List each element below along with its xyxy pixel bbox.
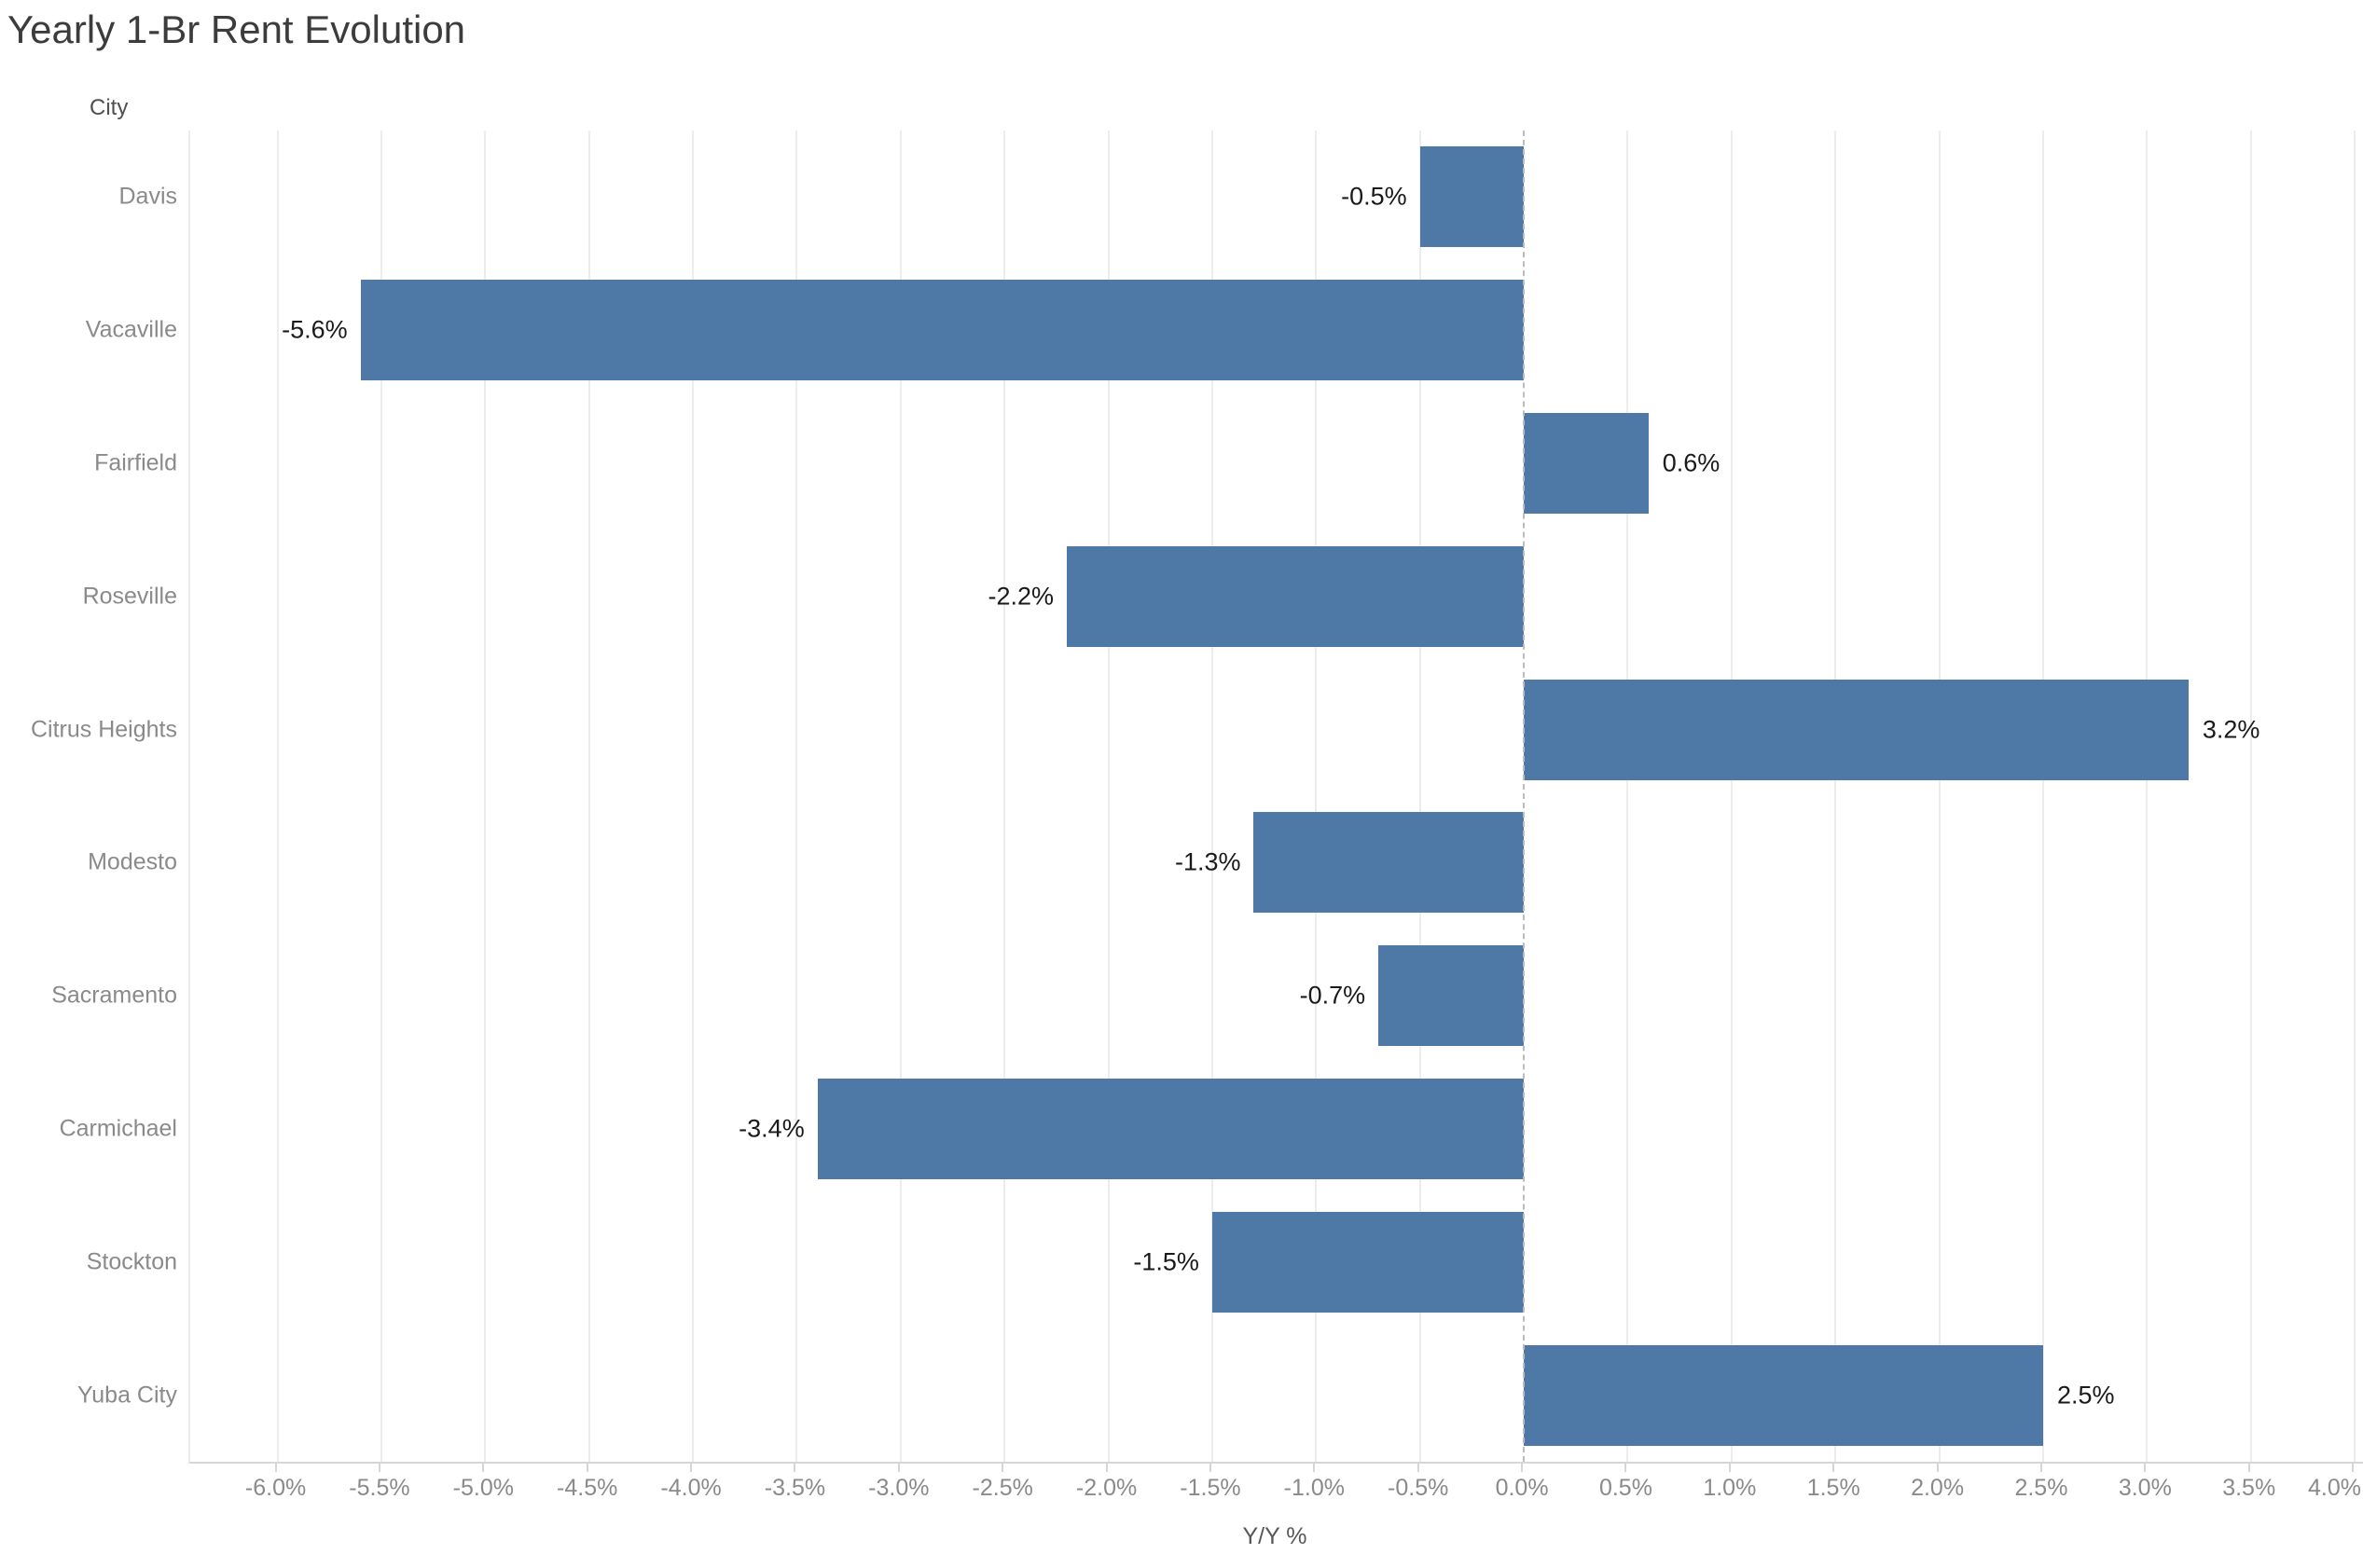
gridline xyxy=(1210,131,1213,1462)
gridline xyxy=(1418,131,1421,1462)
bar[interactable] xyxy=(1211,1211,1525,1313)
x-axis-tick-label: 0.0% xyxy=(1495,1475,1549,1501)
x-axis-tick xyxy=(1002,1464,1004,1472)
row-label: Roseville xyxy=(82,583,177,610)
x-axis-tick xyxy=(586,1464,588,1472)
gridline xyxy=(899,131,902,1462)
x-axis-tick xyxy=(1521,1464,1524,1472)
x-axis-tick-label: 2.5% xyxy=(2014,1475,2068,1501)
x-axis-tick-label: -1.0% xyxy=(1283,1475,1345,1501)
x-axis-tick-label: -2.5% xyxy=(972,1475,1033,1501)
x-axis-tick-label: -4.5% xyxy=(557,1475,618,1501)
x-axis-tick xyxy=(897,1464,900,1472)
x-axis-tick xyxy=(274,1464,277,1472)
bar[interactable] xyxy=(1524,679,2189,780)
gridline xyxy=(1315,131,1318,1462)
x-axis-tick-label: -3.5% xyxy=(764,1475,826,1501)
gridline xyxy=(1626,131,1629,1462)
gridline xyxy=(1107,131,1110,1462)
x-axis-tick xyxy=(2352,1464,2355,1472)
x-axis-tick-label: 4.0% xyxy=(2308,1475,2361,1501)
x-axis-tick-label: 0.5% xyxy=(1598,1475,1652,1501)
bar[interactable] xyxy=(1524,1344,2043,1446)
x-axis-tick xyxy=(1624,1464,1627,1472)
gridline xyxy=(1834,131,1837,1462)
bar[interactable] xyxy=(1253,812,1525,914)
x-axis-tick xyxy=(2039,1464,2042,1472)
gridline xyxy=(484,131,487,1462)
plot-area: -0.5% -5.6% 0.6% -2.2% 3.2% -1.3% -0.7% -3.4% -1… xyxy=(188,131,2363,1464)
bar-value-label: -1.5% xyxy=(1133,1247,1199,1276)
row-label: Citrus Heights xyxy=(31,716,177,743)
bar-value-label: -2.2% xyxy=(988,582,1055,611)
gridline xyxy=(2354,131,2356,1462)
bar-value-label: -5.6% xyxy=(282,315,348,344)
bar-value-label: 0.6% xyxy=(1662,448,1720,477)
x-axis-tick-label: 1.5% xyxy=(1806,1475,1860,1501)
x-axis-tick xyxy=(378,1464,380,1472)
x-axis-tick-label: -2.0% xyxy=(1075,1475,1138,1501)
x-axis-tick xyxy=(794,1464,796,1472)
x-axis-tick xyxy=(482,1464,485,1472)
bar-value-label: 3.2% xyxy=(2202,715,2260,744)
bar[interactable] xyxy=(360,280,1525,381)
row-label: Fairfield xyxy=(94,449,177,476)
x-axis-tick-label: 1.0% xyxy=(1703,1475,1757,1501)
row-label: Yuba City xyxy=(76,1382,177,1409)
bar-value-label: -0.7% xyxy=(1299,981,1366,1010)
x-axis-tick xyxy=(2247,1464,2250,1472)
bar-value-label: -0.5% xyxy=(1341,182,1407,211)
x-axis-tick xyxy=(2144,1464,2147,1472)
gridline xyxy=(795,131,798,1462)
x-axis-title: Y/Y % xyxy=(1242,1523,1307,1549)
chart-title: Yearly 1-Br Rent Evolution xyxy=(7,7,466,51)
x-axis-tick-label: 3.5% xyxy=(2222,1475,2276,1501)
x-axis-tick-label: -3.0% xyxy=(868,1475,930,1501)
row-label: Sacramento xyxy=(51,982,177,1009)
row-label: Carmichael xyxy=(59,1115,177,1142)
bar[interactable] xyxy=(817,1079,1525,1179)
x-axis-tick-label: 2.0% xyxy=(1911,1475,1965,1501)
bar[interactable] xyxy=(1419,146,1525,248)
row-label: Modesto xyxy=(88,848,177,875)
gridline xyxy=(1730,131,1733,1462)
x-axis-tick-label: -5.0% xyxy=(452,1475,514,1501)
x-axis-tick xyxy=(1105,1464,1108,1472)
zero-baseline xyxy=(1523,131,1526,1462)
gridline xyxy=(2041,131,2044,1462)
gridline xyxy=(2146,131,2149,1462)
x-axis-tick-label: 3.0% xyxy=(2118,1475,2172,1501)
bar-value-label: -3.4% xyxy=(739,1114,805,1143)
gridline xyxy=(587,131,590,1462)
x-axis-tick xyxy=(1728,1464,1731,1472)
gridline xyxy=(2249,131,2252,1462)
x-axis-tick xyxy=(1936,1464,1939,1472)
x-axis-tick-label: -4.0% xyxy=(660,1475,722,1501)
bar-value-label: -1.3% xyxy=(1174,847,1241,876)
x-axis-tick-label: -1.5% xyxy=(1180,1475,1241,1501)
gridline xyxy=(1003,131,1006,1462)
x-axis-tick xyxy=(1416,1464,1419,1472)
gridline xyxy=(380,131,382,1462)
row-field-label: City xyxy=(90,95,129,120)
bar-value-label: 2.5% xyxy=(2056,1381,2115,1410)
gridline xyxy=(276,131,279,1462)
x-axis-tick-label: -6.0% xyxy=(244,1475,307,1501)
bar[interactable] xyxy=(1524,413,1649,514)
row-label: Vacaville xyxy=(85,316,177,343)
x-axis-tick xyxy=(1209,1464,1211,1472)
x-axis-tick-label: -0.5% xyxy=(1388,1475,1449,1501)
row-label-column: Davis Vacaville Fairfield Roseville Citrus H… xyxy=(0,131,177,1462)
bar[interactable] xyxy=(1378,945,1525,1047)
x-axis-tick-label: -5.5% xyxy=(349,1475,410,1501)
bar[interactable] xyxy=(1067,545,1525,647)
x-axis-tick xyxy=(690,1464,693,1472)
row-label: Davis xyxy=(118,183,177,210)
x-axis-tick xyxy=(1313,1464,1316,1472)
row-label: Stockton xyxy=(86,1248,177,1275)
x-axis-tick xyxy=(1832,1464,1835,1472)
gridline xyxy=(692,131,695,1462)
gridline xyxy=(1938,131,1941,1462)
